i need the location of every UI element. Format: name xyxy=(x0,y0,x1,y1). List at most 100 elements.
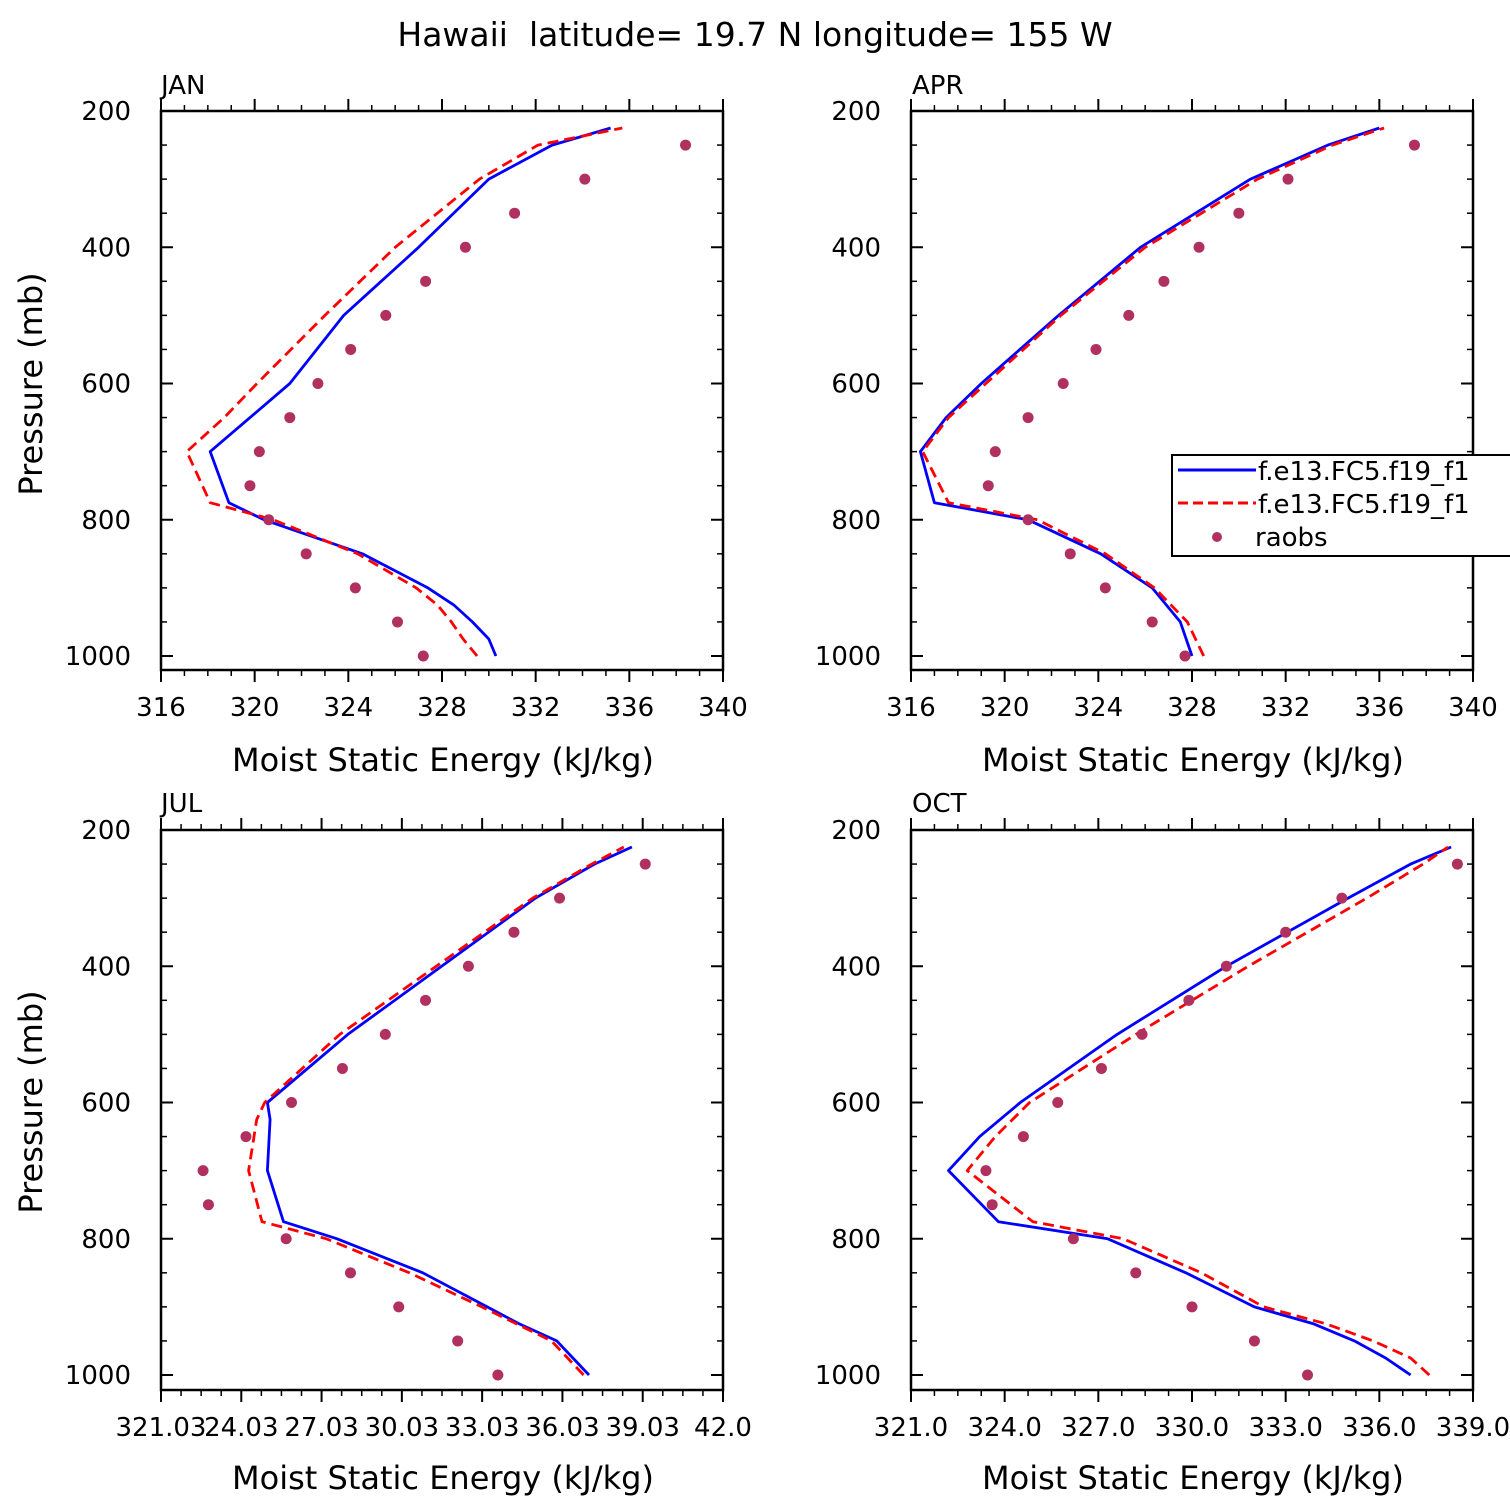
y-tick-label: 400 xyxy=(81,952,131,982)
panel-title: OCT xyxy=(912,789,967,819)
raobs-point xyxy=(1130,1267,1142,1279)
raobs-point xyxy=(1022,412,1034,424)
raobs-point xyxy=(1064,548,1076,560)
x-tick-label: 30.03 xyxy=(365,1413,439,1443)
y-tick-label: 800 xyxy=(81,1225,131,1255)
raobs-point xyxy=(1095,1062,1107,1074)
series-line-solid xyxy=(208,126,611,657)
x-tick-label: 42.0 xyxy=(694,1413,752,1443)
raobs-point xyxy=(345,343,357,355)
raobs-point xyxy=(349,582,361,594)
raobs-point xyxy=(1146,616,1158,628)
raobs-point xyxy=(1193,241,1205,253)
y-tick-label: 1000 xyxy=(815,642,881,672)
y-tick-label: 800 xyxy=(831,506,881,536)
raobs-point xyxy=(1336,892,1348,904)
raobs-point xyxy=(1280,926,1292,938)
raobs-point xyxy=(1183,994,1195,1006)
panel-oct: OCT Moist Static Energy (kJ/kg) 321.0 324… xyxy=(815,789,1510,1497)
raobs-point xyxy=(639,858,651,870)
x-axis-label: Moist Static Energy (kJ/kg) xyxy=(232,1459,654,1497)
x-tick-label: 316 xyxy=(886,693,936,723)
raobs-point xyxy=(1248,1335,1260,1347)
raobs-point xyxy=(1090,343,1102,355)
raobs-point xyxy=(300,548,312,560)
x-tick-label: 340 xyxy=(1448,693,1498,723)
x-tick-label: 324.0 xyxy=(967,1413,1041,1443)
x-tick-label: 332 xyxy=(511,693,561,723)
raobs-point xyxy=(420,994,432,1006)
raobs-point xyxy=(380,309,392,321)
y-tick-label: 1000 xyxy=(65,642,131,672)
raobs-point xyxy=(680,139,692,151)
x-tick-label: 330.0 xyxy=(1155,1413,1229,1443)
raobs-point xyxy=(554,892,566,904)
raobs-point xyxy=(579,173,591,185)
legend-solid-label: f.e13.FC5.f19_f1 xyxy=(1258,457,1470,487)
legend: f.e13.FC5.f19_f1 f.e13.FC5.f19_f1 raobs xyxy=(1171,454,1510,557)
raobs-point xyxy=(280,1233,292,1245)
raobs-point xyxy=(344,1267,356,1279)
raobs-point xyxy=(1451,858,1463,870)
raobs-point xyxy=(253,446,265,458)
y-tick-label: 800 xyxy=(81,506,131,536)
raobs-point xyxy=(509,207,521,219)
raobs-point xyxy=(392,616,404,628)
raobs-point xyxy=(1123,309,1135,321)
x-tick-label: 336 xyxy=(605,693,655,723)
panel-jan: JAN Pressure (mb) Moist Static Energy (k… xyxy=(12,71,748,779)
plot-frame xyxy=(909,109,1475,672)
x-tick-label: 340 xyxy=(698,693,748,723)
panel-apr: APR Moist Static Energy (kJ/kg) 316 320 32… xyxy=(815,71,1498,779)
panel-jul: JUL Pressure (mb) Moist Static Energy (k… xyxy=(12,789,752,1497)
y-tick-label: 400 xyxy=(831,952,881,982)
raobs-point xyxy=(197,1165,209,1177)
legend-dashed-label: f.e13.FC5.f19_f1 xyxy=(1258,490,1470,520)
y-tick-label: 400 xyxy=(831,233,881,263)
y-tick-label: 800 xyxy=(831,1225,881,1255)
x-axis-label: Moist Static Energy (kJ/kg) xyxy=(232,741,654,779)
series-line-dashed xyxy=(921,126,1385,657)
x-tick-label: 320 xyxy=(230,693,280,723)
x-tick-label: 36.03 xyxy=(525,1413,599,1443)
raobs-point xyxy=(1022,514,1034,526)
x-tick-label: 321.0 xyxy=(874,1413,948,1443)
series-line-dashed xyxy=(247,845,625,1376)
raobs-point xyxy=(240,1131,252,1143)
y-tick-label: 400 xyxy=(81,233,131,263)
raobs-point xyxy=(393,1301,405,1313)
raobs-point xyxy=(1067,1233,1079,1245)
x-tick-label: 324 xyxy=(1074,693,1124,723)
x-tick-label: 327.0 xyxy=(1061,1413,1135,1443)
raobs-point xyxy=(312,378,324,389)
y-tick-label: 200 xyxy=(81,97,131,127)
raobs-point xyxy=(1186,1301,1198,1313)
y-tick-label: 1000 xyxy=(65,1361,131,1391)
plot-frame xyxy=(159,109,725,672)
raobs-point xyxy=(1408,139,1420,151)
panel-title: APR xyxy=(912,71,964,101)
legend-raobs-label: raobs xyxy=(1255,523,1328,553)
series-line-solid xyxy=(919,126,1380,657)
x-tick-label: 324 xyxy=(324,693,374,723)
raobs-point xyxy=(452,1335,464,1347)
raobs-point xyxy=(286,1097,298,1108)
x-tick-label: 39.03 xyxy=(605,1413,679,1443)
x-tick-label: 328 xyxy=(417,693,467,723)
raobs-point xyxy=(263,514,275,526)
raobs-point xyxy=(989,446,1001,458)
raobs-point xyxy=(982,480,994,492)
raobs-point xyxy=(1282,173,1294,185)
x-tick-label: 316 xyxy=(136,693,186,723)
raobs-point xyxy=(459,241,471,253)
plot-frame xyxy=(159,828,725,1392)
figure-title: Hawaii latitude= 19.7 N longitude= 155 W xyxy=(397,15,1112,54)
raobs-point xyxy=(1017,1131,1029,1143)
panel-title: JUL xyxy=(159,789,203,819)
raobs-point xyxy=(284,412,296,424)
y-tick-label: 600 xyxy=(831,370,881,400)
x-tick-label: 332 xyxy=(1261,693,1311,723)
raobs-point xyxy=(379,1028,391,1040)
y-axis-label: Pressure (mb) xyxy=(12,272,50,495)
series-line-solid xyxy=(947,845,1452,1377)
